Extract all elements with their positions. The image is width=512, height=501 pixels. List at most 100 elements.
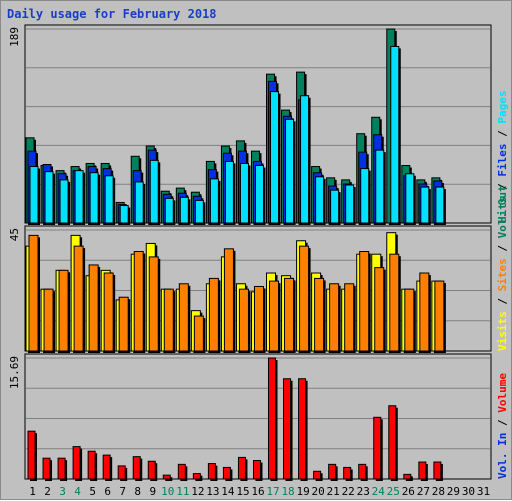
- bar-sites-day-3: [58, 269, 69, 352]
- bar-pages-day-28: [435, 186, 445, 224]
- x-tick-label: 18: [281, 485, 294, 498]
- legend-item: Vol. Out: [496, 185, 509, 238]
- x-tick-label: 17: [266, 485, 279, 498]
- bar-volume-day-8: [132, 456, 141, 480]
- bar-volume-day-14: [222, 466, 231, 480]
- bar-sites-day-6: [103, 272, 114, 352]
- bar-pages-day-14: [224, 160, 234, 224]
- legend-item: Sites: [496, 258, 509, 291]
- bar-volume-day-15: [237, 456, 246, 480]
- bar-pages-day-12: [194, 199, 204, 224]
- bar-sites-day-27: [419, 272, 430, 352]
- bar-sites-day-16: [253, 285, 264, 352]
- bar-sites-day-28: [434, 280, 445, 352]
- bar-sites-day-23: [359, 251, 370, 352]
- x-tick-label: 22: [342, 485, 355, 498]
- legend-item: Volume: [496, 373, 509, 413]
- x-tick-label: 20: [312, 485, 325, 498]
- bar-pages-day-16: [254, 165, 264, 224]
- bar-volume-day-27: [418, 461, 427, 480]
- x-tick-label: 4: [74, 485, 81, 498]
- bar-volume-day-22: [343, 466, 352, 480]
- bar-pages-day-26: [405, 173, 415, 224]
- bar-pages-day-1: [29, 166, 39, 224]
- bar-sites-day-25: [389, 253, 400, 352]
- x-tick-label: 15: [236, 485, 249, 498]
- x-tick-label: 21: [327, 485, 340, 498]
- x-tick-label: 16: [251, 485, 264, 498]
- x-tick-label: 6: [104, 485, 111, 498]
- bar-pages-day-4: [74, 170, 84, 224]
- bar-sites-day-5: [88, 264, 99, 352]
- y-max-label: 189: [8, 27, 21, 47]
- bar-pages-day-27: [420, 186, 430, 224]
- bar-volume-day-26: [403, 473, 412, 480]
- bar-volume-day-20: [313, 470, 322, 480]
- bar-sites-day-10: [163, 288, 174, 352]
- bar-pages-day-23: [360, 168, 370, 224]
- bar-volume-day-5: [87, 450, 96, 480]
- x-tick-label: 12: [191, 485, 204, 498]
- bar-volume-day-13: [207, 463, 216, 480]
- bar-volume-day-1: [27, 430, 36, 480]
- bar-volume-day-24: [373, 416, 382, 480]
- bar-sites-day-12: [193, 315, 204, 352]
- bar-pages-day-24: [375, 149, 385, 224]
- x-tick-label: 28: [432, 485, 445, 498]
- x-tick-label: 11: [176, 485, 189, 498]
- bar-sites-day-11: [178, 283, 189, 352]
- bar-sites-day-24: [374, 267, 385, 352]
- bar-volume-day-17: [268, 357, 277, 480]
- x-tick-label: 9: [149, 485, 156, 498]
- bar-sites-day-17: [269, 280, 280, 352]
- x-tick-label: 13: [206, 485, 219, 498]
- bar-pages-day-3: [59, 179, 69, 224]
- bar-volume-day-4: [72, 446, 81, 480]
- bar-volume-day-6: [102, 454, 111, 480]
- bar-volume-day-3: [57, 457, 66, 480]
- bar-pages-day-22: [345, 184, 355, 224]
- bar-pages-day-13: [209, 178, 219, 224]
- x-tick-label: 23: [357, 485, 370, 498]
- x-tick-label: 7: [119, 485, 126, 498]
- legend-separator: /: [496, 177, 509, 197]
- bar-volume-day-16: [252, 459, 261, 480]
- bar-pages-day-8: [134, 181, 144, 224]
- x-tick-label: 31: [477, 485, 490, 498]
- bar-pages-day-21: [330, 189, 340, 224]
- legend-visits-sites-volout: Visits / Sites / Vol. Out: [496, 185, 509, 351]
- x-tick-label: 14: [221, 485, 235, 498]
- x-tick-label: 24: [372, 485, 386, 498]
- bar-pages-day-20: [315, 176, 325, 224]
- bar-sites-day-14: [223, 248, 234, 352]
- bar-sites-day-26: [404, 288, 415, 352]
- bar-sites-day-4: [73, 245, 84, 352]
- bar-pages-day-11: [179, 196, 189, 224]
- bar-volume-day-19: [298, 378, 307, 480]
- x-tick-label: 29: [447, 485, 460, 498]
- legend-hits-files-pages: Hits / Files / Pages: [496, 91, 509, 224]
- bar-sites-day-1: [28, 234, 39, 352]
- bar-sites-day-19: [299, 245, 310, 352]
- legend-item: Pages: [496, 91, 509, 124]
- bar-pages-day-17: [270, 91, 280, 224]
- bar-pages-day-25: [390, 45, 400, 224]
- bar-pages-day-6: [104, 175, 114, 224]
- x-tick-label: 27: [417, 485, 430, 498]
- legend-volin-volume: Vol. In / Volume: [496, 373, 509, 479]
- x-tick-label: 8: [134, 485, 141, 498]
- bar-volume-day-25: [388, 405, 397, 480]
- bar-volume-day-12: [192, 473, 201, 480]
- legend-item: Vol. In: [496, 433, 509, 479]
- bar-sites-day-9: [148, 256, 159, 352]
- bar-volume-day-7: [117, 465, 126, 480]
- x-tick-label: 1: [29, 485, 36, 498]
- bar-volume-day-18: [283, 378, 292, 480]
- legend-separator: /: [496, 291, 509, 311]
- bar-pages-day-15: [239, 162, 249, 224]
- bar-pages-day-18: [285, 118, 295, 224]
- x-tick-label: 26: [402, 485, 415, 498]
- bar-pages-day-5: [89, 172, 99, 224]
